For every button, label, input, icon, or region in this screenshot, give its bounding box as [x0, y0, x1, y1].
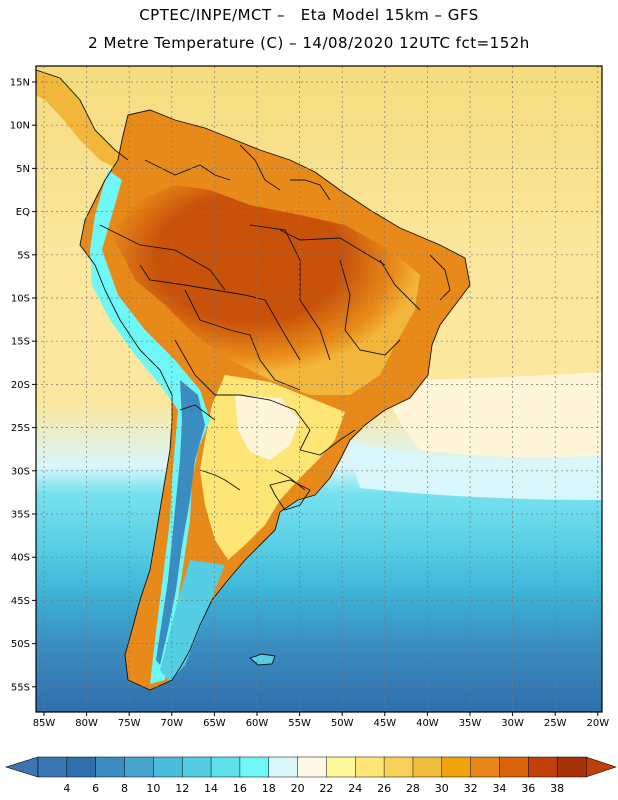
colorbar-swatch	[528, 756, 558, 778]
lon-label: 20W	[586, 718, 609, 729]
colorbar-swatch	[268, 756, 299, 778]
lat-label: EQ	[16, 207, 30, 218]
lon-label: 35W	[459, 718, 482, 729]
colorbar-label: 30	[435, 782, 449, 795]
lat-label: 15N	[10, 78, 30, 89]
colorbar-swatch	[412, 756, 443, 778]
colorbar-label: 34	[492, 782, 506, 795]
colorbar-label: 36	[521, 782, 535, 795]
lon-label: 75W	[118, 718, 141, 729]
colorbar-label: 18	[262, 782, 276, 795]
colorbar-swatch	[470, 756, 501, 778]
lat-label: 55S	[11, 682, 30, 693]
colorbar-label: 4	[63, 782, 70, 795]
colorbar-label: 20	[291, 782, 305, 795]
lat-label: 30S	[11, 466, 30, 477]
colorbar-right-arrow	[585, 756, 617, 778]
colorbar-swatch	[297, 756, 328, 778]
lat-label: 10N	[10, 121, 30, 132]
colorbar-swatch	[210, 756, 241, 778]
ocean-cool-band	[345, 440, 602, 500]
colorbar-label: 38	[550, 782, 564, 795]
falkland-islands	[250, 654, 275, 665]
country-borders	[36, 69, 471, 691]
map-grid	[36, 66, 602, 712]
lon-label: 70W	[160, 718, 183, 729]
lon-label: 80W	[75, 718, 98, 729]
colorbar-swatch	[383, 756, 414, 778]
lon-label: 55W	[288, 718, 311, 729]
lon-label: 60W	[246, 718, 269, 729]
axis-ticks: 15N 10N 5N EQ 5S 10S 15S 20S 25S 30S 35S 40S 45S 50S 5…	[10, 78, 609, 730]
patagonia-land	[160, 560, 225, 682]
colorbar-label: 32	[464, 782, 478, 795]
colorbar-swatch	[153, 756, 183, 778]
colorbar-swatch	[239, 756, 270, 778]
colorbar-label: 26	[377, 782, 391, 795]
colorbar-swatch	[37, 756, 68, 778]
colorbar-swatch	[181, 756, 212, 778]
lon-label: 40W	[416, 718, 439, 729]
colorbar-left-arrow	[4, 756, 39, 778]
lon-label: 50W	[331, 718, 354, 729]
andes-high	[156, 380, 205, 665]
colorbar-swatch	[556, 756, 587, 778]
lat-label: 40S	[11, 553, 30, 564]
colorbar-swatch	[355, 756, 385, 778]
colorbar-swatch	[124, 756, 155, 778]
map-frame	[35, 65, 603, 713]
central-america-land	[36, 70, 128, 170]
lat-label: 25S	[11, 423, 30, 434]
title-line-1: CPTEC/INPE/MCT – Eta Model 15km – GFS	[139, 6, 479, 24]
lat-label: 5N	[16, 164, 30, 175]
colorbar-swatch	[441, 756, 472, 778]
lat-label: 35S	[11, 510, 30, 521]
ocean-pale-band	[380, 372, 602, 458]
colorbar-label: 10	[146, 782, 160, 795]
colorbar: 4 6 8 10 12 14 16 18 20 22 24 26 28 30 32 34 36 38	[4, 756, 617, 795]
lon-label: 30W	[501, 718, 524, 729]
lat-label: 20S	[11, 380, 30, 391]
lat-label: 50S	[11, 639, 30, 650]
colorbar-label: 14	[204, 782, 218, 795]
lon-label: 45W	[373, 718, 396, 729]
colorbar-label: 22	[319, 782, 333, 795]
colorbar-label: 24	[348, 782, 362, 795]
lon-label: 65W	[203, 718, 226, 729]
lon-label: 85W	[33, 718, 56, 729]
colorbar-label: 16	[233, 782, 247, 795]
lon-label: 25W	[544, 718, 567, 729]
colorbar-swatch	[66, 756, 97, 778]
colorbar-label: 12	[175, 782, 189, 795]
colorbar-label: 8	[121, 782, 128, 795]
colorbar-label: 6	[92, 782, 99, 795]
title-line-2: 2 Metre Temperature (C) – 14/08/2020 12U…	[88, 34, 530, 52]
lat-label: 15S	[11, 337, 30, 348]
colorbar-swatch	[95, 756, 126, 778]
lat-label: 5S	[17, 250, 30, 261]
lat-label: 10S	[11, 294, 30, 305]
colorbar-swatch	[326, 756, 357, 778]
colorbar-label: 28	[406, 782, 420, 795]
lat-label: 45S	[11, 596, 30, 607]
colorbar-swatch	[499, 756, 530, 778]
